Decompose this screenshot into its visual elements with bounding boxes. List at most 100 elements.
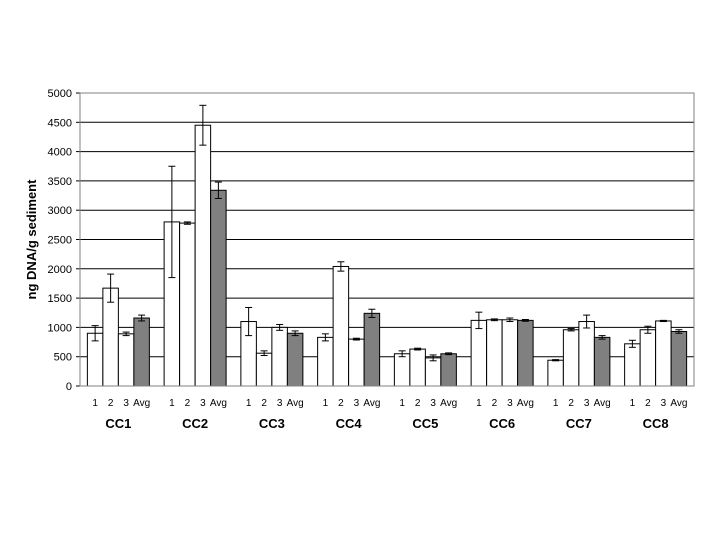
error-bar	[414, 347, 422, 351]
bar-label: 3	[277, 398, 283, 409]
bars	[86, 124, 688, 387]
error-bar	[490, 318, 498, 322]
y-tick-label: 5000	[48, 88, 72, 100]
bar-replicate	[194, 124, 212, 387]
group-label: CC2	[182, 416, 208, 431]
bar-label: Avg	[363, 398, 380, 409]
group-label: CC8	[643, 416, 669, 431]
error-bar	[260, 350, 268, 357]
bar-label: Avg	[287, 398, 304, 409]
error-bar	[475, 311, 483, 330]
bar-replicate	[578, 321, 595, 387]
error-bar	[675, 329, 683, 334]
error-bar	[168, 165, 176, 279]
group-label: CC6	[489, 416, 515, 431]
bar-replicate	[102, 287, 119, 387]
error-bar	[214, 181, 222, 199]
bar-replicate	[332, 265, 350, 387]
bar-label: 2	[338, 398, 344, 409]
error-bar	[552, 359, 560, 362]
error-bar	[521, 318, 529, 322]
bar-label: 2	[108, 398, 114, 409]
bar-replicate	[501, 319, 519, 387]
bar-label: 3	[354, 398, 360, 409]
y-tick-label: 4500	[48, 117, 72, 129]
group-label: CC7	[566, 416, 592, 431]
y-tick-label: 2000	[48, 264, 72, 276]
bar-label: 1	[630, 398, 636, 409]
bar-replicate	[117, 333, 135, 387]
y-tick-label: 1000	[48, 322, 72, 334]
bar-replicate	[639, 329, 657, 387]
error-bar	[352, 337, 360, 341]
error-bar	[506, 317, 514, 323]
bar-average	[133, 317, 150, 387]
bar-average	[210, 189, 227, 387]
bar-label: 2	[492, 398, 498, 409]
error-bar	[337, 261, 345, 272]
bar-label: 1	[553, 398, 559, 409]
bar-label: 2	[568, 398, 574, 409]
bar-label: Avg	[133, 398, 150, 409]
bar-average	[517, 319, 534, 387]
error-bar	[122, 331, 130, 337]
error-bar	[245, 306, 253, 337]
error-bar	[91, 325, 99, 342]
bar-average	[593, 336, 611, 387]
bar-replicate	[255, 352, 273, 387]
bar-replicate	[486, 319, 503, 387]
bar-label: 3	[661, 398, 667, 409]
bar-replicate	[409, 348, 426, 387]
bar-replicate	[624, 343, 641, 387]
y-axis-ticks: 0 500 1000 1500 2000 2500 3000 3500 4000 4500 5000	[48, 88, 81, 393]
bar-label: 1	[169, 398, 175, 409]
group-label: CC5	[412, 416, 438, 431]
bar-replicate	[179, 222, 196, 387]
bar-label: Avg	[440, 398, 457, 409]
error-bar	[598, 335, 606, 340]
bar-label: 3	[430, 398, 436, 409]
bar-label: 1	[476, 398, 482, 409]
bar-label: Avg	[210, 398, 227, 409]
bar-label: 3	[123, 398, 129, 409]
error-bar	[628, 339, 636, 348]
bar-replicate	[348, 338, 365, 387]
bar-replicate	[393, 353, 411, 387]
bar-label: Avg	[594, 398, 611, 409]
error-bars	[91, 104, 683, 362]
y-tick-label: 3500	[48, 176, 72, 188]
bar-average	[286, 332, 304, 387]
y-axis-title: ng DNA/g sediment	[24, 179, 39, 300]
error-bar	[659, 319, 667, 323]
plot-area-frame	[79, 92, 695, 387]
bar-label: 2	[645, 398, 651, 409]
group-label: CC4	[336, 416, 363, 431]
bar-label: 3	[200, 398, 206, 409]
bar-replicate	[271, 326, 288, 387]
bar-replicate	[562, 329, 580, 387]
error-bar	[183, 221, 191, 225]
bar-replicate	[317, 336, 334, 387]
bar-replicate	[424, 357, 442, 387]
bar-average	[363, 312, 381, 387]
bar-label: 1	[246, 398, 252, 409]
group-label: CC1	[105, 416, 131, 431]
error-bar	[567, 328, 575, 332]
error-bar	[429, 354, 437, 362]
bar-label: 3	[584, 398, 590, 409]
bar-label: 1	[399, 398, 405, 409]
error-bar	[107, 273, 115, 303]
bar-label: Avg	[517, 398, 534, 409]
error-bar	[583, 314, 591, 329]
error-bar	[276, 323, 284, 331]
bar-label: 1	[323, 398, 329, 409]
y-tick-label: 0	[66, 381, 72, 393]
bar-replicate	[547, 359, 564, 387]
bar-label: 2	[261, 398, 267, 409]
y-tick-label: 1500	[48, 293, 72, 305]
y-tick-label: 4000	[48, 147, 72, 159]
bar-replicate	[655, 320, 672, 387]
bar-label: Avg	[670, 398, 687, 409]
